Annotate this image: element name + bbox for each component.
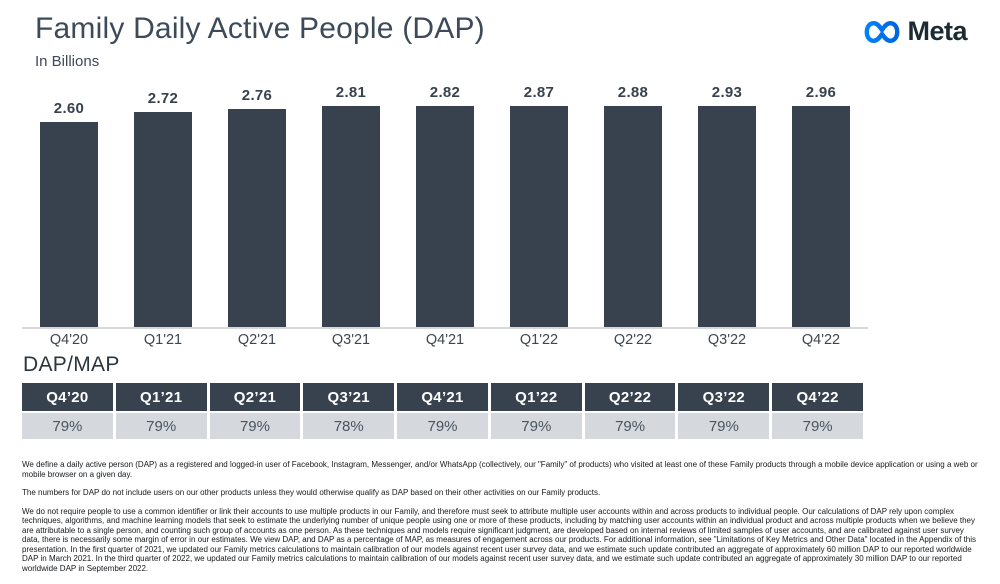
bar-value-label: 2.87 (523, 84, 555, 101)
bar-chart: 2.60 2.72 2.76 2.81 2.82 2.87 2.88 2.93 2.96 (22, 84, 868, 327)
table-header-cell: Q2’21 (209, 383, 301, 411)
table-column: Q1’21 79% (115, 383, 207, 439)
table-value-cell: 78% (303, 413, 395, 439)
bar (510, 106, 568, 327)
bar-group: 2.60 (22, 84, 116, 327)
dapmap-table-title: DAP/MAP (23, 353, 120, 376)
brand-logo: Meta (862, 16, 967, 47)
table-value-cell: 79% (115, 413, 207, 439)
table-column: Q4’22 79% (772, 383, 864, 439)
x-axis-label: Q1'21 (143, 332, 183, 348)
bar (698, 106, 756, 327)
table-value-cell: 79% (22, 413, 113, 439)
page-title: Family Daily Active People (DAP) (35, 12, 485, 45)
table-header-cell: Q4’21 (397, 383, 488, 411)
bar-value-label: 2.96 (805, 84, 837, 101)
table-header-cell: Q1’22 (490, 383, 582, 411)
x-axis-line (22, 327, 868, 329)
table-value-cell: 79% (490, 413, 582, 439)
bar-group: 2.88 (586, 84, 680, 327)
bar-group: 2.82 (398, 84, 492, 327)
bar-value-label: 2.72 (147, 90, 179, 107)
table-header-cell: Q3’22 (678, 383, 770, 411)
bar-value-label: 2.60 (53, 100, 85, 117)
bar-value-label: 2.93 (711, 84, 743, 101)
bar (40, 122, 98, 327)
x-axis-label: Q4'21 (425, 332, 465, 348)
x-axis-label: Q1'22 (519, 332, 559, 348)
footnote-methodology: We do not require people to use a common… (22, 506, 977, 573)
bar (416, 106, 474, 327)
table-column: Q3’22 79% (678, 383, 770, 439)
footnote-definition: We define a daily active person (DAP) as… (22, 460, 978, 479)
table-header-cell: Q4’22 (772, 383, 864, 411)
title-block: Family Daily Active People (DAP) In Bill… (35, 12, 485, 70)
x-axis-label: Q4'20 (49, 332, 89, 348)
x-axis-label: Q4'22 (801, 332, 841, 348)
bar-group: 2.81 (304, 84, 398, 327)
table-column: Q2’21 79% (209, 383, 301, 439)
table-value-cell: 79% (397, 413, 488, 439)
table-header-cell: Q2’22 (584, 383, 676, 411)
x-axis-label: Q2'21 (237, 332, 277, 348)
table-header-cell: Q3’21 (303, 383, 395, 411)
bar (604, 106, 662, 327)
bar-group: 2.76 (210, 84, 304, 327)
x-axis-label: Q3'21 (331, 332, 371, 348)
bar-value-label: 2.82 (429, 84, 461, 101)
bar-value-label: 2.76 (241, 87, 273, 104)
meta-infinity-icon (862, 19, 902, 45)
x-axis-labels: Q4'20 Q1'21 Q2'21 Q3'21 Q4'21 Q1'22 Q2'22 Q3'22… (22, 332, 868, 348)
footnote-scope: The numbers for DAP do not include users… (22, 488, 601, 497)
page-subtitle: In Billions (35, 53, 100, 70)
brand-wordmark: Meta (907, 16, 967, 46)
bar-group: 2.96 (774, 84, 868, 327)
bar-group: 2.93 (680, 84, 774, 327)
bar-value-label: 2.81 (335, 84, 367, 101)
bar (228, 109, 286, 327)
table-column: Q4’20 79% (22, 383, 113, 439)
table-column: Q2’22 79% (584, 383, 676, 439)
table-value-cell: 79% (678, 413, 770, 439)
table-column: Q3’21 78% (303, 383, 395, 439)
table-column: Q1’22 79% (490, 383, 582, 439)
table-header-cell: Q4’20 (22, 383, 113, 411)
bar-value-label: 2.88 (617, 84, 649, 101)
bar (134, 112, 192, 327)
table-value-cell: 79% (209, 413, 301, 439)
bar (322, 106, 380, 327)
table-value-cell: 79% (584, 413, 676, 439)
bar-group: 2.87 (492, 84, 586, 327)
x-axis-label: Q2'22 (613, 332, 653, 348)
footnotes: We define a daily active person (DAP) as… (22, 460, 980, 582)
bar (792, 106, 850, 327)
table-header-cell: Q1’21 (115, 383, 207, 411)
table-column: Q4’21 79% (397, 383, 488, 439)
x-axis-label: Q3'22 (707, 332, 747, 348)
bar-group: 2.72 (116, 84, 210, 327)
table-value-cell: 79% (772, 413, 864, 439)
dapmap-table: Q4’20 79% Q1’21 79% Q2’21 79% Q3’21 78% Q4’21 79%… (22, 383, 864, 439)
